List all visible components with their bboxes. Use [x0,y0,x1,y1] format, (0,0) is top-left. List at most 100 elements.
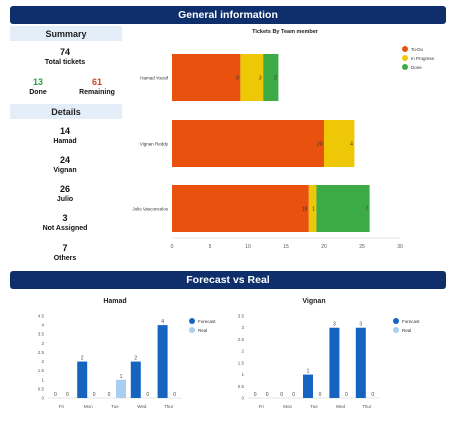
total-tickets-label: Total tickets [44,59,86,66]
bar-segment-done [263,54,279,101]
detail-item: 26 Julio [20,184,110,203]
bar-segment-to-do [172,120,324,167]
summary-heading-label: Summary [45,28,87,39]
y-tick-label: 3 [241,325,244,330]
x-category-label: Tue [310,404,318,409]
detail-value: 24 [59,155,70,165]
y-tick-label: 2.5 [38,350,45,355]
remaining-value: 61 [91,77,102,87]
detail-label: Not Assigned [42,225,88,232]
legend-label: Forecast [198,319,216,324]
detail-label: Others [53,255,77,262]
bar-forecast [355,327,366,398]
legend-label: Real [402,328,411,333]
bar-segment-in-progress [308,185,317,232]
chart-title: Vignan [302,298,325,305]
bar-data-label: 0 [371,392,374,398]
bar-data-label: 0 [108,392,111,398]
bar-data-label: 0 [319,392,322,398]
bar-segment-in-progress [240,54,264,101]
total-tickets-value: 74 [59,47,70,57]
bar-data-label: 4 [161,319,164,325]
x-tick-label: 15 [283,244,289,250]
forecast-banner: Forecast vs Real [10,271,446,289]
done-value: 13 [32,77,43,87]
y-tick-label: 3.5 [38,332,45,337]
x-tick-label: 5 [209,244,212,250]
bar-data-label: 0 [292,392,295,398]
y-tick-label: 2 [241,349,244,354]
details-heading: Details [10,104,122,119]
general-info-title: General information [178,9,278,21]
legend-marker [402,46,408,52]
bar-data-label: 0 [254,392,257,398]
bar-data-label: 0 [93,392,96,398]
y-tick-label: 0 [241,396,244,401]
bar-segment-done [316,185,370,232]
x-category-label: Wed [336,404,346,409]
y-category-label: Julio Vasconcelos [132,207,168,212]
y-tick-label: 3.5 [238,314,245,319]
general-info-banner: General information [10,6,446,24]
legend-label: Done [411,65,422,70]
x-category-label: Mon [283,404,292,409]
bar-data-label: 0 [54,392,57,398]
detail-value: 7 [62,243,68,253]
detail-item: 14 Hamad [20,126,110,145]
y-tick-label: 0.5 [38,386,45,391]
y-tick-label: 1 [41,377,44,382]
bar-forecast [157,325,168,398]
y-tick-label: 2 [41,359,44,364]
done-label: Done [29,89,47,96]
x-category-label: Tue [111,404,119,409]
bar-data-label: 0 [146,392,149,398]
y-category-label: Vignan Reddy [140,142,169,147]
bar-data-label: 7 [365,207,368,213]
bar-data-label: 1 [307,369,310,375]
bar-segment-in-progress [324,120,355,167]
summary-heading: Summary [10,26,122,41]
bar-real [116,379,126,398]
x-tick-label: 25 [359,244,365,250]
detail-value: 26 [59,184,70,194]
remaining-stat: 61 Remaining [72,77,122,96]
detail-value: 3 [62,213,68,223]
bar-data-label: 1 [312,207,315,213]
y-tick-label: 1.5 [238,360,245,365]
x-category-label: Wed [137,404,147,409]
detail-label: Vignan [53,167,77,174]
x-tick-label: 20 [321,244,327,250]
bar-forecast [130,361,141,398]
bar-data-label: 0 [173,392,176,398]
legend-label: To-Do [411,47,424,52]
y-tick-label: 4.5 [38,314,45,319]
bar-data-label: 0 [280,392,283,398]
x-tick-label: 0 [171,244,174,250]
bar-forecast [303,374,313,398]
legend-marker [393,318,399,324]
bar-data-label: 20 [317,142,323,148]
detail-label: Hamad [53,138,77,145]
bar-data-label: 2 [274,76,277,82]
done-stat: 13 Done [18,77,58,96]
details-heading-label: Details [51,106,81,117]
bar-data-label: 2 [134,356,137,362]
legend-label: Forecast [402,319,420,324]
x-category-label: Thur [164,404,174,409]
x-tick-label: 30 [397,244,403,250]
y-category-label: Hamad Yousif [140,76,169,81]
y-tick-label: 4 [41,323,44,328]
legend-label: In Progress [411,56,435,61]
bar-segment-to-do [172,54,241,101]
detail-item: 3 Not Assigned [10,213,120,232]
bar-data-label: 3 [333,322,336,328]
legend-label: Real [198,328,207,333]
x-category-label: Mon [84,404,93,409]
x-category-label: Fri [59,404,64,409]
chart-title: Hamad [103,298,126,305]
bar-data-label: 2 [81,356,84,362]
bar-data-label: 0 [66,392,69,398]
y-tick-label: 3 [41,341,44,346]
bar-forecast [77,361,88,398]
